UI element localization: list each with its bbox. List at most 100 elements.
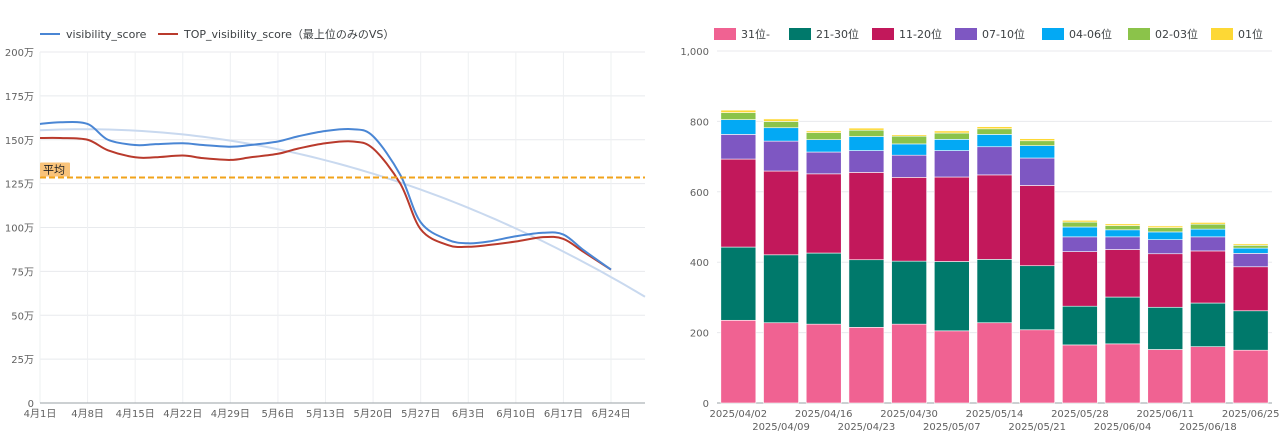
bar-segment[interactable] [1147, 253, 1184, 308]
bar-segment[interactable] [720, 112, 757, 120]
bar-segment[interactable] [1104, 236, 1141, 250]
bar-segment[interactable] [1190, 346, 1226, 404]
bar-segment[interactable] [1147, 227, 1184, 233]
legend-label[interactable]: 21-30位 [816, 27, 859, 41]
bar-segment[interactable] [976, 134, 1013, 148]
bar-segment[interactable] [976, 128, 1013, 135]
legend-label[interactable]: 01位 [1238, 27, 1263, 41]
bar-segment[interactable] [848, 259, 885, 328]
top-visibility-score-line[interactable] [39, 136, 612, 271]
bar-segment[interactable] [720, 246, 757, 321]
bar-segment[interactable] [1190, 228, 1226, 238]
bar-segment[interactable] [1019, 140, 1055, 146]
bar-segment[interactable] [805, 130, 842, 133]
bar-segment[interactable] [720, 109, 757, 113]
bar-stack[interactable] [848, 127, 885, 404]
bar-segment[interactable] [976, 259, 1013, 324]
bar-segment[interactable] [891, 154, 927, 178]
bar-stack[interactable] [720, 109, 757, 404]
bar-stack[interactable] [891, 134, 927, 404]
bar-stack[interactable] [1019, 138, 1055, 404]
bar-segment[interactable] [934, 330, 970, 404]
bar-segment[interactable] [1019, 265, 1055, 331]
bar-segment[interactable] [763, 254, 799, 324]
bar-segment[interactable] [1019, 138, 1055, 142]
bar-stack[interactable] [1104, 223, 1141, 404]
bar-segment[interactable] [1062, 221, 1098, 228]
bar-segment[interactable] [720, 158, 757, 248]
bar-segment[interactable] [720, 319, 757, 404]
bar-segment[interactable] [763, 121, 799, 129]
bar-stack[interactable] [1062, 220, 1098, 404]
bar-segment[interactable] [1232, 253, 1269, 268]
bar-segment[interactable] [1062, 305, 1098, 346]
bar-segment[interactable] [848, 127, 885, 131]
bar-segment[interactable] [848, 129, 885, 137]
bar-segment[interactable] [805, 139, 842, 153]
bar-segment[interactable] [763, 127, 799, 142]
bar-segment[interactable] [763, 170, 799, 256]
bar-segment[interactable] [1232, 310, 1269, 351]
bar-segment[interactable] [1190, 302, 1226, 347]
visibility-score-line[interactable] [39, 120, 612, 271]
bar-segment[interactable] [1019, 145, 1055, 159]
bar-segment[interactable] [1147, 239, 1184, 255]
bar-segment[interactable] [976, 174, 1013, 260]
bar-segment[interactable] [805, 151, 842, 175]
bar-segment[interactable] [934, 130, 970, 134]
bar-segment[interactable] [1104, 296, 1141, 345]
legend-label-visibility[interactable]: visibility_score [66, 28, 147, 41]
bar-segment[interactable] [763, 322, 799, 404]
legend-label[interactable]: 31位- [741, 27, 770, 41]
bar-segment[interactable] [1232, 243, 1269, 246]
bar-segment[interactable] [1190, 250, 1226, 304]
bar-segment[interactable] [934, 261, 970, 332]
legend-label[interactable]: 07-10位 [982, 27, 1025, 41]
bar-stack[interactable] [1232, 243, 1269, 404]
bar-segment[interactable] [805, 173, 842, 254]
legend-label-top[interactable]: TOP_visibility_score（最上位のみのVS） [183, 27, 394, 41]
bar-segment[interactable] [848, 136, 885, 151]
bar-segment[interactable] [805, 252, 842, 325]
bar-segment[interactable] [976, 126, 1013, 130]
legend-label[interactable]: 04-06位 [1069, 27, 1112, 41]
bar-segment[interactable] [976, 322, 1013, 404]
bar-segment[interactable] [1147, 231, 1184, 240]
bar-segment[interactable] [1062, 344, 1098, 404]
bar-segment[interactable] [805, 323, 842, 404]
bar-segment[interactable] [1104, 223, 1141, 226]
bar-segment[interactable] [891, 260, 927, 325]
bar-segment[interactable] [891, 143, 927, 156]
bar-segment[interactable] [1232, 245, 1269, 249]
bar-segment[interactable] [891, 134, 927, 137]
bar-segment[interactable] [720, 119, 757, 135]
bar-segment[interactable] [934, 176, 970, 262]
bar-segment[interactable] [1190, 223, 1226, 230]
bar-segment[interactable] [934, 132, 970, 140]
bar-segment[interactable] [976, 146, 1013, 176]
bar-segment[interactable] [1062, 226, 1098, 238]
legend-label[interactable]: 11-20位 [899, 27, 942, 41]
bar-segment[interactable] [848, 172, 885, 261]
bar-segment[interactable] [934, 150, 970, 178]
bar-segment[interactable] [1104, 229, 1141, 238]
bar-segment[interactable] [720, 134, 757, 160]
bar-segment[interactable] [763, 140, 799, 172]
bar-stack[interactable] [934, 130, 970, 404]
bar-segment[interactable] [1147, 225, 1184, 229]
bar-segment[interactable] [1019, 329, 1055, 404]
bar-segment[interactable] [1062, 236, 1098, 252]
bar-segment[interactable] [1019, 185, 1055, 267]
bar-stack[interactable] [1190, 222, 1226, 404]
bar-segment[interactable] [1104, 225, 1141, 231]
bar-segment[interactable] [1104, 343, 1141, 404]
bar-segment[interactable] [1062, 251, 1098, 307]
bar-segment[interactable] [1190, 222, 1226, 225]
bar-segment[interactable] [1147, 306, 1184, 350]
bar-stack[interactable] [805, 130, 842, 404]
bar-segment[interactable] [891, 177, 927, 262]
bar-segment[interactable] [1232, 349, 1269, 404]
bar-segment[interactable] [891, 323, 927, 404]
bar-segment[interactable] [1190, 236, 1226, 252]
bar-segment[interactable] [1062, 220, 1098, 223]
